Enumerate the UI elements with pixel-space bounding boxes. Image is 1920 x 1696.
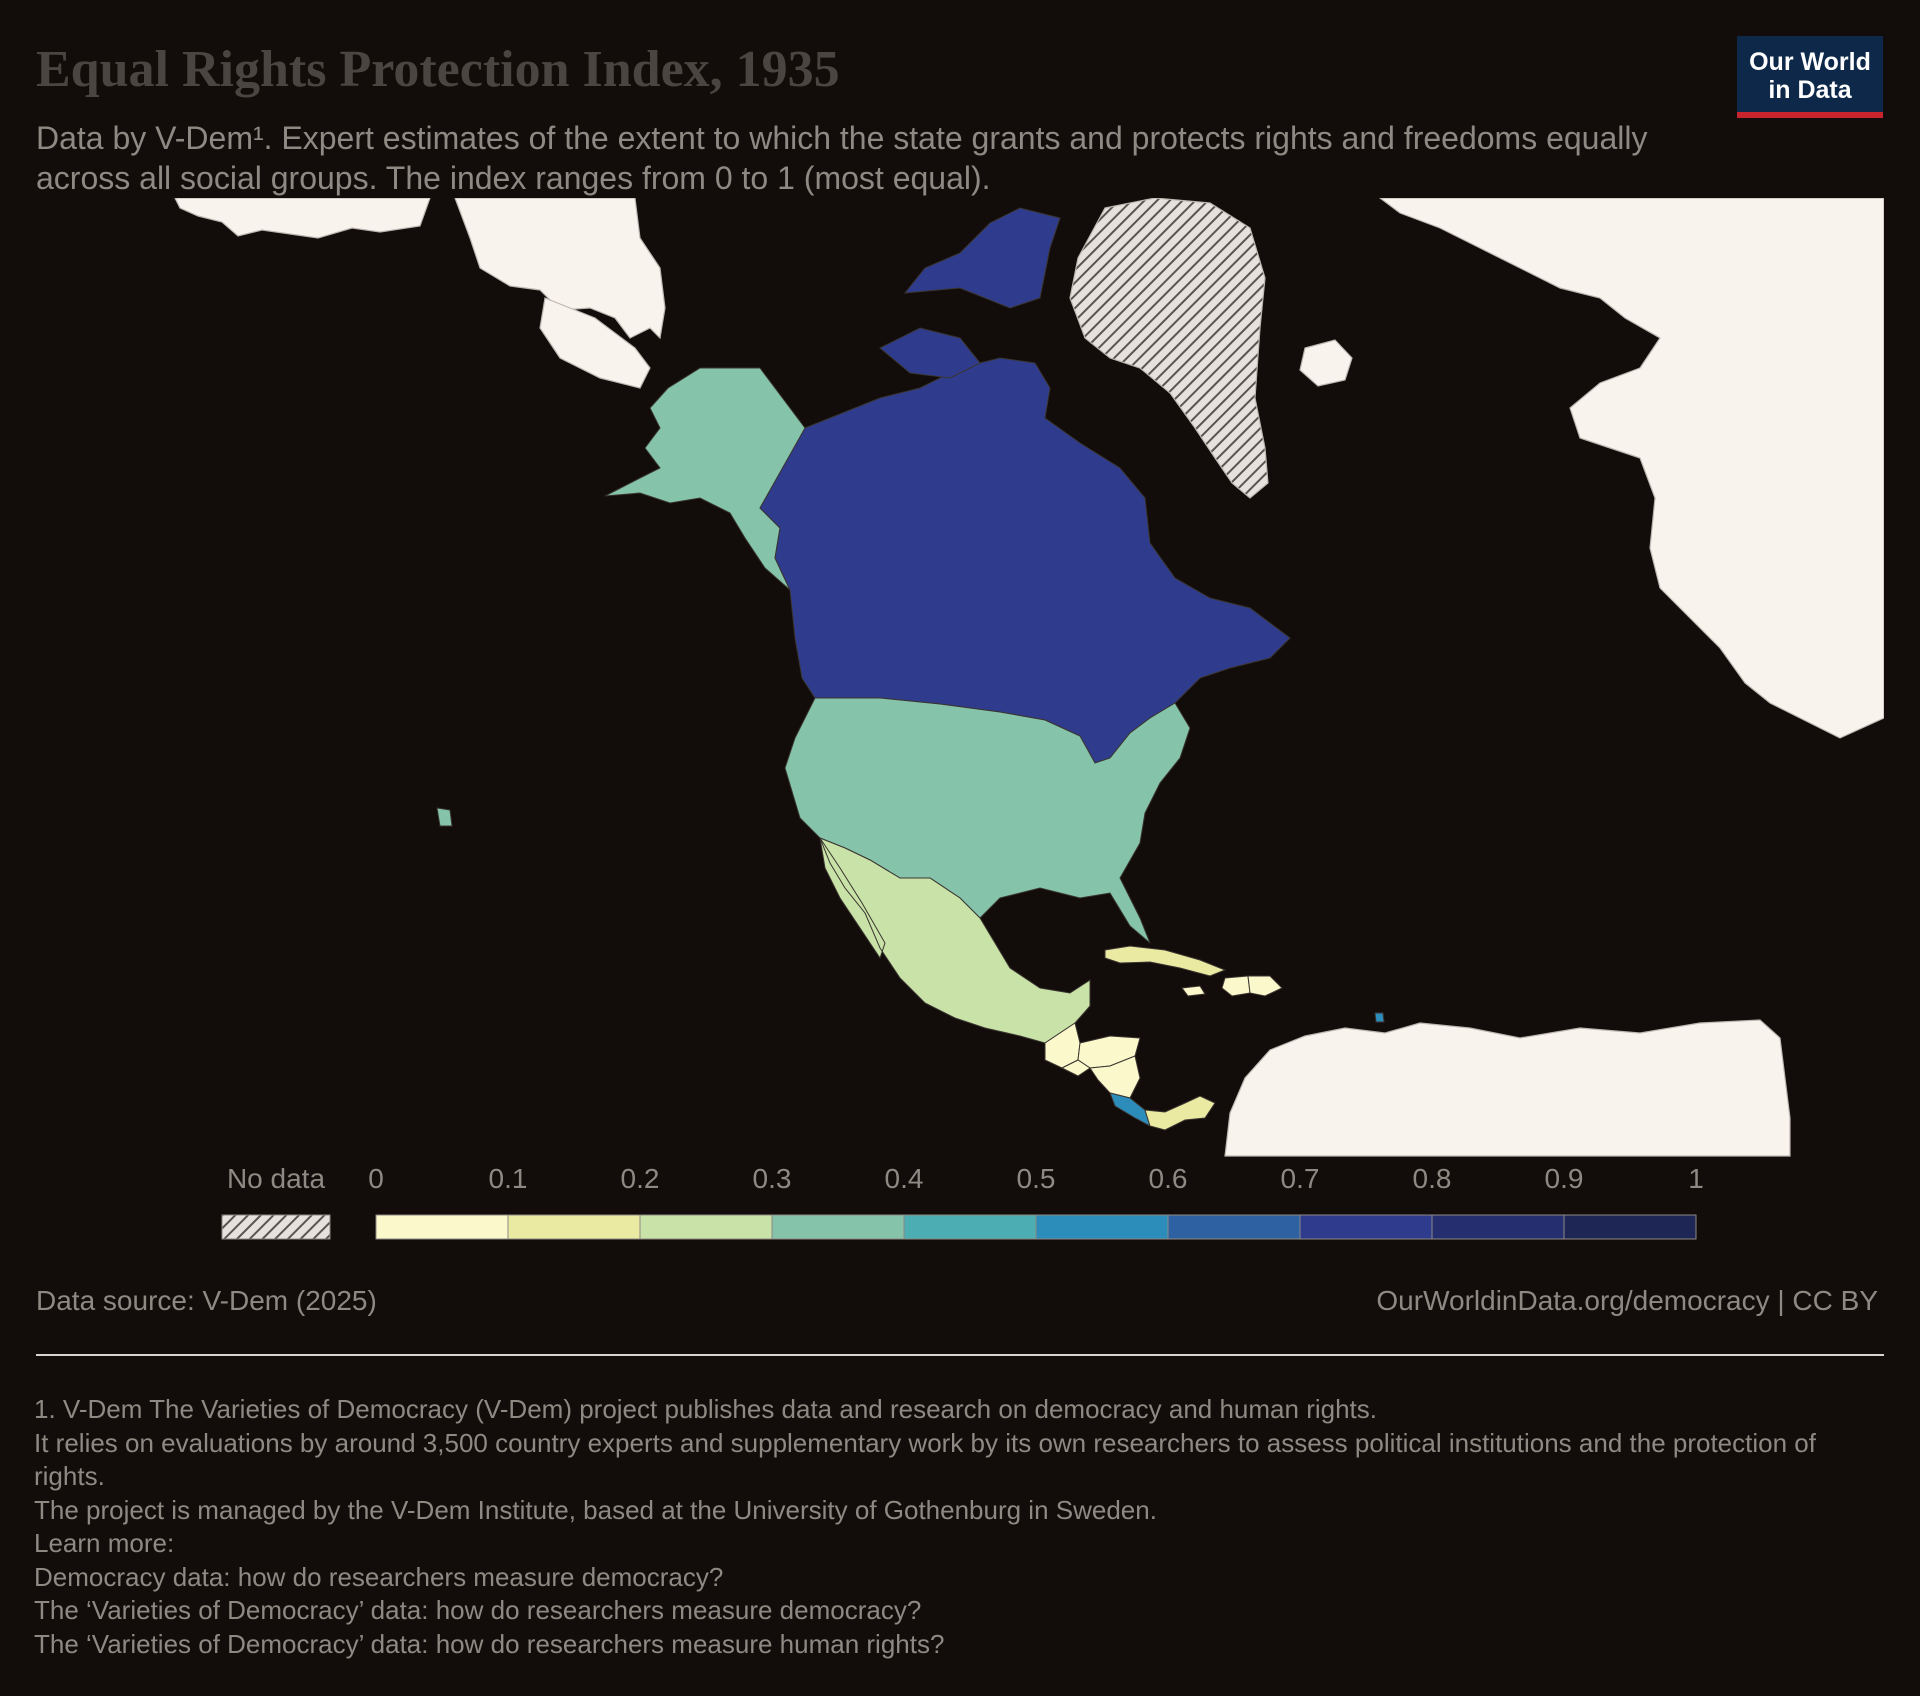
country-greenland-no-data[interactable] — [1069, 198, 1269, 499]
choropleth-map[interactable] — [0, 198, 1884, 1158]
country-mexico — [819, 837, 1091, 1044]
country-costa-rica — [1109, 1092, 1151, 1128]
legend-tick-9: 0.9 — [1545, 1163, 1584, 1194]
country-haiti — [1221, 975, 1251, 997]
legend-bin-1 — [507, 1214, 641, 1240]
land-iceland — [1299, 339, 1353, 387]
land-russia-east — [174, 198, 431, 239]
legend-bin-6 — [1167, 1214, 1301, 1240]
link-vdem-human-rights[interactable]: The ‘Varieties of Democracy’ data: how d… — [34, 1628, 945, 1659]
note-1: 1. V-Dem The Varieties of Democracy (V-D… — [34, 1394, 1377, 1424]
legend-tick-6: 0.6 — [1149, 1163, 1188, 1194]
source-url[interactable]: OurWorldinData.org/democracy | CC BY — [1376, 1285, 1878, 1316]
legend-tick-7: 0.7 — [1281, 1163, 1320, 1194]
owid-logo[interactable]: Our World in Data — [1737, 36, 1883, 118]
country-trinidad — [1374, 1012, 1385, 1023]
country-canada — [759, 357, 1291, 764]
land-kamchatka — [539, 297, 651, 389]
legend-bin-2 — [639, 1214, 773, 1240]
note-3: The project is managed by the V-Dem Inst… — [34, 1494, 1157, 1525]
country-nicaragua — [1089, 1055, 1141, 1099]
legend-bin-5 — [1035, 1214, 1169, 1240]
background-land — [174, 198, 1884, 1157]
legend-color-scale — [375, 1214, 1697, 1240]
legend-bin-4 — [903, 1214, 1037, 1240]
country-canada-arctic — [879, 207, 1061, 379]
legend-bin-0 — [375, 1214, 509, 1240]
legend-tick-8: 0.8 — [1413, 1163, 1452, 1194]
legend-tick-4: 0.4 — [885, 1163, 924, 1194]
legend-tick-5: 0.5 — [1017, 1163, 1056, 1194]
legend-bin-3 — [771, 1214, 905, 1240]
legend-tick-10: 1 — [1688, 1163, 1704, 1194]
note-2: It relies on evaluations by around 3,500… — [34, 1427, 1816, 1492]
legend-bin-9 — [1563, 1214, 1697, 1240]
chart-subtitle: Data by V-Dem¹. Expert estimates of the … — [36, 120, 1648, 196]
footnotes: 1. V-Dem The Varieties of Democracy (V-D… — [34, 1393, 1884, 1661]
land-europe-africa — [1379, 198, 1884, 739]
legend-tick-3: 0.3 — [753, 1163, 792, 1194]
note-4: Learn more: — [34, 1528, 175, 1558]
legend-tick-0: 0 — [368, 1163, 384, 1194]
legend-tick-2: 0.2 — [621, 1163, 660, 1194]
land-chukotka — [454, 198, 666, 340]
legend-tick-labels: 0 0.1 0.2 0.3 0.4 0.5 0.6 0.7 0.8 0.9 1 — [368, 1163, 1704, 1194]
country-jamaica — [1181, 985, 1206, 997]
legend-no-data-swatch — [221, 1214, 331, 1240]
link-vdem-democracy[interactable]: The ‘Varieties of Democracy’ data: how d… — [34, 1595, 922, 1625]
land-south-america — [1224, 1019, 1791, 1157]
legend-tick-1: 0.1 — [489, 1163, 528, 1194]
link-democracy-data[interactable]: Democracy data: how do researchers measu… — [34, 1561, 724, 1592]
chart-title: Equal Rights Protection Index, 1935 — [36, 41, 840, 98]
data-countries[interactable] — [436, 207, 1385, 1131]
map-legend: No data 0 0.1 0.2 0.3 0.4 0.5 0.6 0.7 0.8 0.9 1 — [221, 1163, 1704, 1240]
country-hawaii — [436, 807, 453, 827]
logo-line-2: in Data — [1768, 76, 1852, 104]
divider — [36, 1354, 1884, 1356]
legend-bin-7 — [1299, 1214, 1433, 1240]
logo-line-1: Our World — [1749, 48, 1871, 76]
legend-bin-8 — [1431, 1214, 1565, 1240]
country-cuba — [1104, 945, 1227, 977]
legend-no-data-label: No data — [227, 1163, 325, 1194]
country-panama — [1144, 1095, 1216, 1131]
data-source: Data source: V-Dem (2025) — [36, 1285, 377, 1316]
country-dominican-republic — [1247, 975, 1283, 997]
